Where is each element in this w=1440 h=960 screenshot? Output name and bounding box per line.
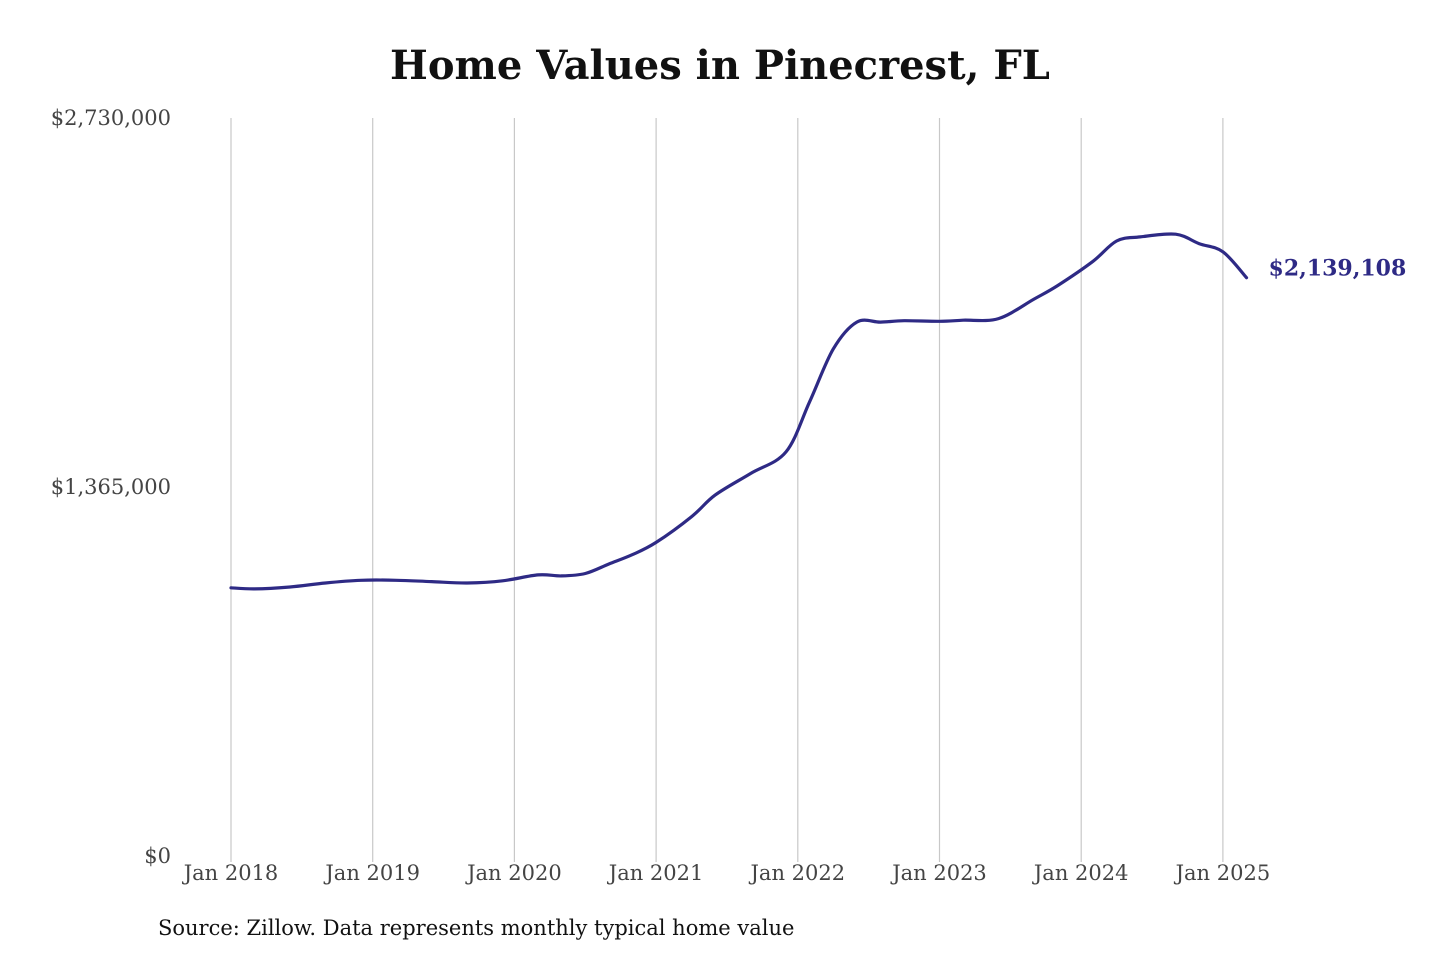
end-value-label: $2,139,108 <box>1269 256 1407 282</box>
series-line <box>229 232 1249 591</box>
y-tick-label: $1,365,000 <box>51 475 171 499</box>
x-tick-label: Jan 2020 <box>465 861 562 885</box>
source-note: Source: Zillow. Data represents monthly … <box>158 916 795 940</box>
x-tick-label: Jan 2021 <box>607 861 704 885</box>
chart-title: Home Values in Pinecrest, FL <box>390 42 1050 89</box>
x-tick-label: Jan 2023 <box>890 861 987 885</box>
x-tick-label: Jan 2024 <box>1032 861 1129 885</box>
x-axis-ticks: Jan 2018 Jan 2019 Jan 2020 Jan 2021 Jan 2022… <box>182 861 1270 885</box>
y-tick-label: $2,730,000 <box>51 106 171 130</box>
x-tick-label: Jan 2025 <box>1174 861 1271 885</box>
y-axis-ticks: $0 $1,365,000 $2,730,000 <box>51 106 171 868</box>
y-tick-label: $0 <box>144 844 171 868</box>
x-tick-label: Jan 2019 <box>323 861 420 885</box>
series-layer <box>229 232 1249 591</box>
gridlines <box>230 118 1224 862</box>
x-tick-label: Jan 2018 <box>182 861 279 885</box>
x-tick-label: Jan 2022 <box>749 861 846 885</box>
